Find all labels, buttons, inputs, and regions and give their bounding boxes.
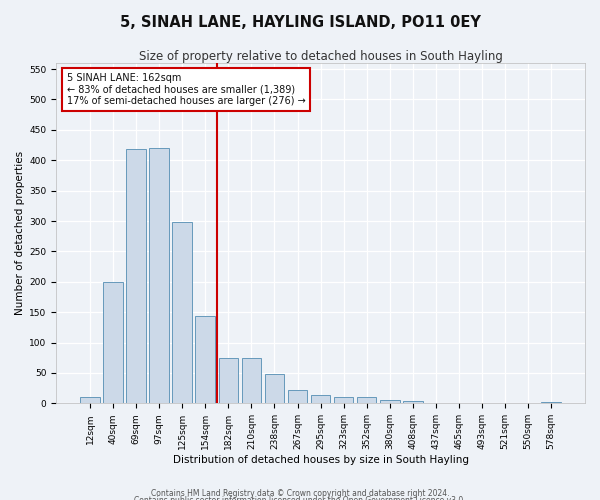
Bar <box>172 222 192 404</box>
Bar <box>403 401 422 404</box>
Bar <box>196 316 215 404</box>
Bar <box>242 358 261 404</box>
Bar <box>149 148 169 404</box>
Bar <box>541 402 561 404</box>
Text: 5, SINAH LANE, HAYLING ISLAND, PO11 0EY: 5, SINAH LANE, HAYLING ISLAND, PO11 0EY <box>119 15 481 30</box>
Bar <box>218 358 238 404</box>
Title: Size of property relative to detached houses in South Hayling: Size of property relative to detached ho… <box>139 50 503 63</box>
Bar <box>380 400 400 404</box>
Bar <box>103 282 123 404</box>
Y-axis label: Number of detached properties: Number of detached properties <box>15 151 25 315</box>
X-axis label: Distribution of detached houses by size in South Hayling: Distribution of detached houses by size … <box>173 455 469 465</box>
Bar <box>334 398 353 404</box>
Text: 5 SINAH LANE: 162sqm
← 83% of detached houses are smaller (1,389)
17% of semi-de: 5 SINAH LANE: 162sqm ← 83% of detached h… <box>67 73 305 106</box>
Bar <box>311 396 331 404</box>
Text: Contains public sector information licensed under the Open Government Licence v3: Contains public sector information licen… <box>134 496 466 500</box>
Bar <box>80 398 100 404</box>
Bar <box>288 390 307 404</box>
Bar <box>126 150 146 404</box>
Text: Contains HM Land Registry data © Crown copyright and database right 2024.: Contains HM Land Registry data © Crown c… <box>151 488 449 498</box>
Bar <box>357 398 376 404</box>
Bar <box>265 374 284 404</box>
